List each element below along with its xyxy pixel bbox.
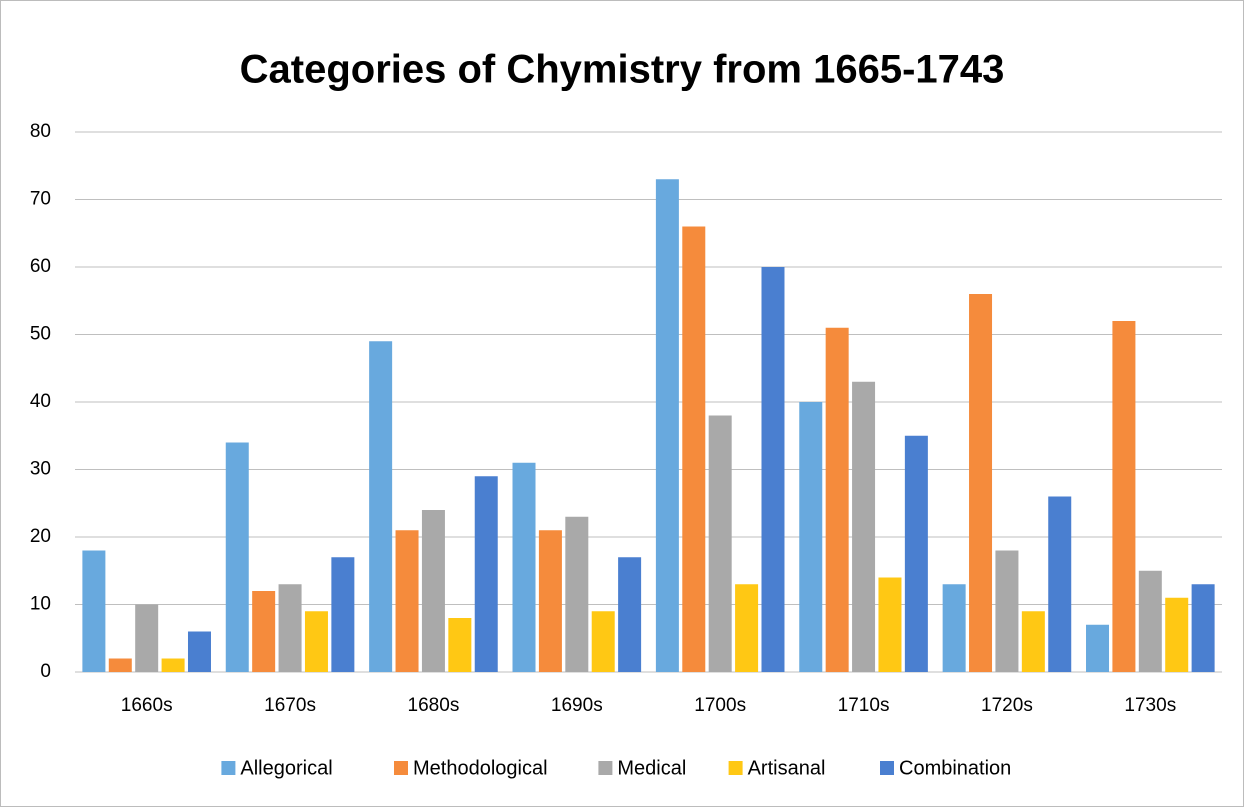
legend-label: Methodological [413, 757, 548, 779]
legend-swatch [728, 761, 743, 775]
bar [1086, 624, 1110, 672]
legend-swatch [221, 761, 236, 775]
chart-title: Categories of Chymistry from 1665-1743 [240, 48, 1005, 92]
bar [995, 550, 1019, 672]
bar [655, 179, 679, 672]
bar [565, 516, 589, 672]
bar [187, 631, 211, 672]
legend-label: Allegorical [240, 757, 332, 779]
bar [878, 577, 902, 672]
bar [252, 591, 276, 672]
y-tick-label: 40 [30, 391, 51, 412]
bar [278, 584, 302, 672]
bar [942, 584, 966, 672]
x-tick-label: 1710s [838, 695, 890, 716]
x-tick-label: 1660s [121, 695, 173, 716]
bar [421, 510, 445, 672]
y-tick-label: 50 [30, 324, 51, 345]
legend-label: Artisanal [748, 757, 826, 779]
x-tick-label: 1690s [551, 695, 603, 716]
bar [1048, 496, 1072, 672]
bar [1138, 570, 1162, 672]
x-tick-label: 1670s [264, 695, 316, 716]
x-tick-label: 1730s [1124, 695, 1176, 716]
y-tick-label: 80 [30, 121, 51, 142]
x-tick-label: 1720s [981, 695, 1033, 716]
bar [1191, 584, 1215, 672]
bar [304, 611, 328, 672]
bar [825, 327, 849, 672]
bar [225, 442, 249, 672]
x-tick-label: 1680s [408, 695, 460, 716]
bar [904, 435, 928, 672]
x-tick-label: 1700s [694, 695, 746, 716]
bar [538, 530, 562, 672]
y-tick-label: 10 [30, 594, 51, 615]
bar [969, 294, 993, 672]
bar [1112, 321, 1136, 672]
bar [1165, 597, 1189, 672]
bar [618, 557, 642, 672]
y-tick-label: 20 [30, 526, 51, 547]
bar [135, 604, 159, 672]
bar [369, 341, 393, 672]
bar [1021, 611, 1045, 672]
bar [735, 584, 759, 672]
bar [82, 550, 106, 672]
bar [448, 618, 472, 672]
bar [591, 611, 615, 672]
legend-swatch [880, 761, 894, 775]
legend-swatch [598, 761, 613, 775]
bar [708, 415, 732, 672]
y-tick-label: 0 [40, 661, 51, 682]
bar [474, 476, 498, 672]
bar [331, 557, 355, 672]
bar [512, 462, 536, 672]
bar [108, 658, 132, 672]
bar [761, 267, 785, 672]
y-tick-label: 30 [30, 459, 51, 480]
legend-swatch [394, 761, 408, 775]
bar [852, 381, 876, 672]
y-tick-label: 70 [30, 189, 51, 210]
y-tick-label: 60 [30, 256, 51, 277]
bar [682, 226, 706, 672]
bar [395, 530, 419, 672]
legend-label: Combination [899, 757, 1011, 779]
legend-label: Medical [617, 757, 686, 779]
bar [161, 658, 185, 672]
bar [799, 402, 823, 672]
